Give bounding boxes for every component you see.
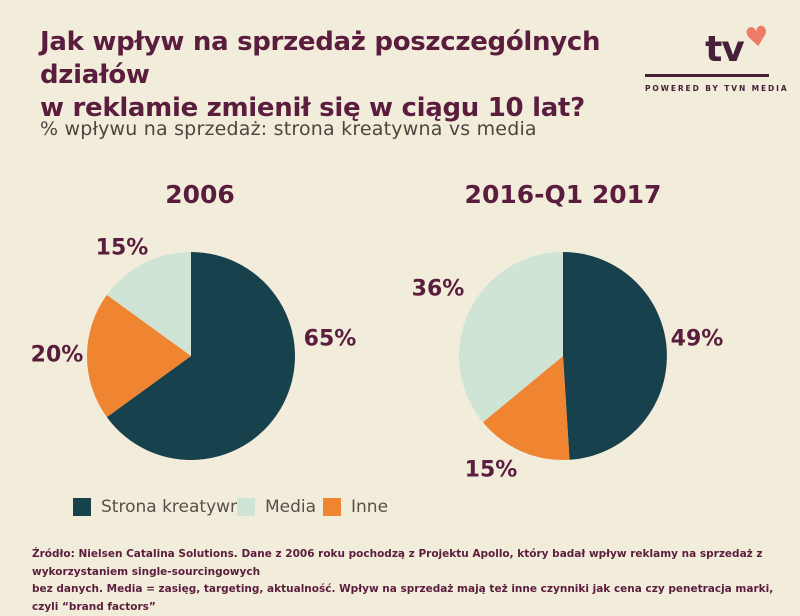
pie-slice-inne bbox=[87, 294, 191, 418]
page-title-line1: Jak wpływ na sprzedaż poszczególnych dzi… bbox=[40, 27, 601, 90]
logo-tagline: POWERED BY TVN MEDIA bbox=[645, 84, 789, 93]
pie-2006-label-media: 15% bbox=[95, 235, 149, 261]
legend-item-inne: Inne bbox=[323, 497, 388, 517]
legend-label-inne: Inne bbox=[351, 497, 389, 517]
pie-slice-inne bbox=[482, 356, 570, 460]
heart-icon: ♥ bbox=[742, 20, 772, 55]
source-note-line2: bez danych. Media = zasięg, targeting, a… bbox=[32, 583, 774, 613]
chart-subtitle: % wpływu na sprzedaż: strona kreatywna v… bbox=[40, 118, 537, 140]
pie-2016-label-inne: 15% bbox=[464, 457, 518, 483]
pie-slice-media bbox=[459, 252, 563, 423]
source-note-line1: Źródło: Nielsen Catalina Solutions. Dane… bbox=[32, 548, 763, 578]
infographic-canvas: Jak wpływ na sprzedaż poszczególnych dzi… bbox=[30, 20, 789, 613]
pie-slice-strona-kreatywna bbox=[106, 252, 295, 460]
pie-2016-label-media: 36% bbox=[411, 276, 465, 302]
pie-2006-label-strona-kreatywna: 65% bbox=[303, 326, 357, 352]
pie-slice-strona-kreatywna bbox=[563, 252, 667, 460]
pie-chart-2006 bbox=[87, 252, 295, 460]
page-title-line2: w reklamie zmienił się w ciągu 10 lat? bbox=[40, 93, 585, 123]
legend-label-media: Media bbox=[265, 497, 317, 517]
pie-title-2006: 2006 bbox=[165, 180, 235, 209]
pie-slice-media bbox=[106, 252, 191, 356]
legend-item-media: Media bbox=[237, 497, 316, 517]
pie-2016-label-strona-kreatywna: 49% bbox=[670, 326, 724, 352]
legend-item-strona-kreatywna: Strona kreatywna bbox=[73, 497, 251, 517]
legend-label-strona-kreatywna: Strona kreatywna bbox=[101, 497, 252, 517]
tvn-media-logo: tv ♥ POWERED BY TVN MEDIA bbox=[645, 20, 789, 93]
legend-swatch-media bbox=[237, 498, 255, 516]
logo-mark: tv ♥ bbox=[645, 20, 771, 74]
page-title: Jak wpływ na sprzedaż poszczególnych dzi… bbox=[40, 26, 640, 125]
pie-chart-2016 bbox=[459, 252, 667, 460]
tv-wordmark: tv bbox=[705, 29, 745, 70]
legend-swatch-inne bbox=[323, 498, 341, 516]
pie-title-2016: 2016-Q1 2017 bbox=[464, 180, 662, 209]
legend-swatch-strona-kreatywna bbox=[73, 498, 91, 516]
logo-divider bbox=[645, 74, 769, 77]
pie-2006-label-inne: 20% bbox=[30, 342, 84, 368]
source-note: Źródło: Nielsen Catalina Solutions. Dane… bbox=[32, 546, 782, 616]
